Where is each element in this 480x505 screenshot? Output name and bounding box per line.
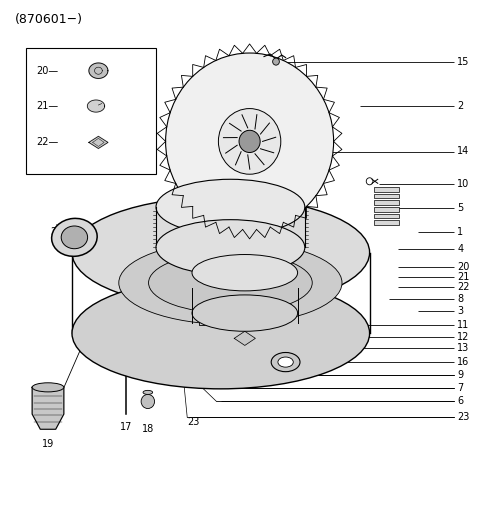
FancyBboxPatch shape: [26, 48, 156, 174]
FancyBboxPatch shape: [374, 194, 399, 198]
Text: 21—: 21—: [36, 101, 58, 111]
FancyBboxPatch shape: [374, 214, 399, 218]
Text: 11: 11: [457, 320, 470, 330]
Circle shape: [141, 394, 155, 409]
Text: 14: 14: [457, 146, 470, 157]
FancyBboxPatch shape: [199, 313, 220, 325]
Text: 3: 3: [457, 306, 464, 316]
FancyBboxPatch shape: [374, 207, 399, 212]
Polygon shape: [87, 100, 105, 112]
Text: 1: 1: [457, 227, 464, 237]
Polygon shape: [32, 387, 64, 429]
Text: 17: 17: [120, 422, 132, 432]
Ellipse shape: [166, 247, 295, 283]
Text: 13: 13: [457, 343, 470, 354]
Text: 7: 7: [457, 383, 464, 393]
Text: 20—: 20—: [36, 66, 58, 76]
Ellipse shape: [149, 252, 312, 313]
Text: 15: 15: [457, 57, 470, 67]
FancyBboxPatch shape: [374, 200, 399, 205]
Text: 16: 16: [457, 357, 470, 367]
Ellipse shape: [72, 278, 370, 389]
Text: 23: 23: [50, 227, 63, 237]
Text: 20: 20: [457, 262, 470, 272]
Polygon shape: [89, 63, 108, 78]
Text: 4: 4: [457, 244, 464, 255]
Text: 10: 10: [457, 179, 470, 189]
Ellipse shape: [61, 226, 88, 248]
Text: 5: 5: [457, 203, 464, 213]
Ellipse shape: [143, 390, 153, 394]
Circle shape: [273, 58, 279, 65]
Ellipse shape: [156, 220, 305, 275]
Polygon shape: [234, 331, 255, 345]
Text: 19: 19: [42, 439, 54, 449]
Ellipse shape: [72, 197, 370, 308]
Circle shape: [166, 53, 334, 230]
Text: 9: 9: [457, 370, 464, 380]
Ellipse shape: [151, 241, 310, 289]
Ellipse shape: [192, 295, 298, 331]
Text: 18: 18: [142, 424, 154, 434]
Text: (870601−): (870601−): [14, 13, 83, 26]
FancyBboxPatch shape: [374, 220, 399, 225]
Polygon shape: [89, 136, 108, 148]
Ellipse shape: [192, 255, 298, 291]
Text: 22—: 22—: [36, 137, 58, 147]
Ellipse shape: [271, 352, 300, 372]
Ellipse shape: [156, 179, 305, 235]
Ellipse shape: [119, 241, 342, 325]
Text: 22: 22: [457, 282, 470, 292]
Text: 23: 23: [457, 412, 470, 422]
Text: 21: 21: [457, 272, 470, 282]
Ellipse shape: [32, 383, 64, 392]
Ellipse shape: [52, 218, 97, 257]
Circle shape: [239, 130, 260, 153]
Circle shape: [218, 109, 281, 174]
Text: 8: 8: [457, 294, 464, 304]
FancyBboxPatch shape: [374, 187, 399, 192]
Ellipse shape: [278, 357, 293, 367]
Text: 2: 2: [457, 101, 464, 111]
Text: 6: 6: [457, 396, 464, 406]
Text: 12: 12: [457, 332, 470, 342]
Text: 23: 23: [187, 417, 200, 427]
